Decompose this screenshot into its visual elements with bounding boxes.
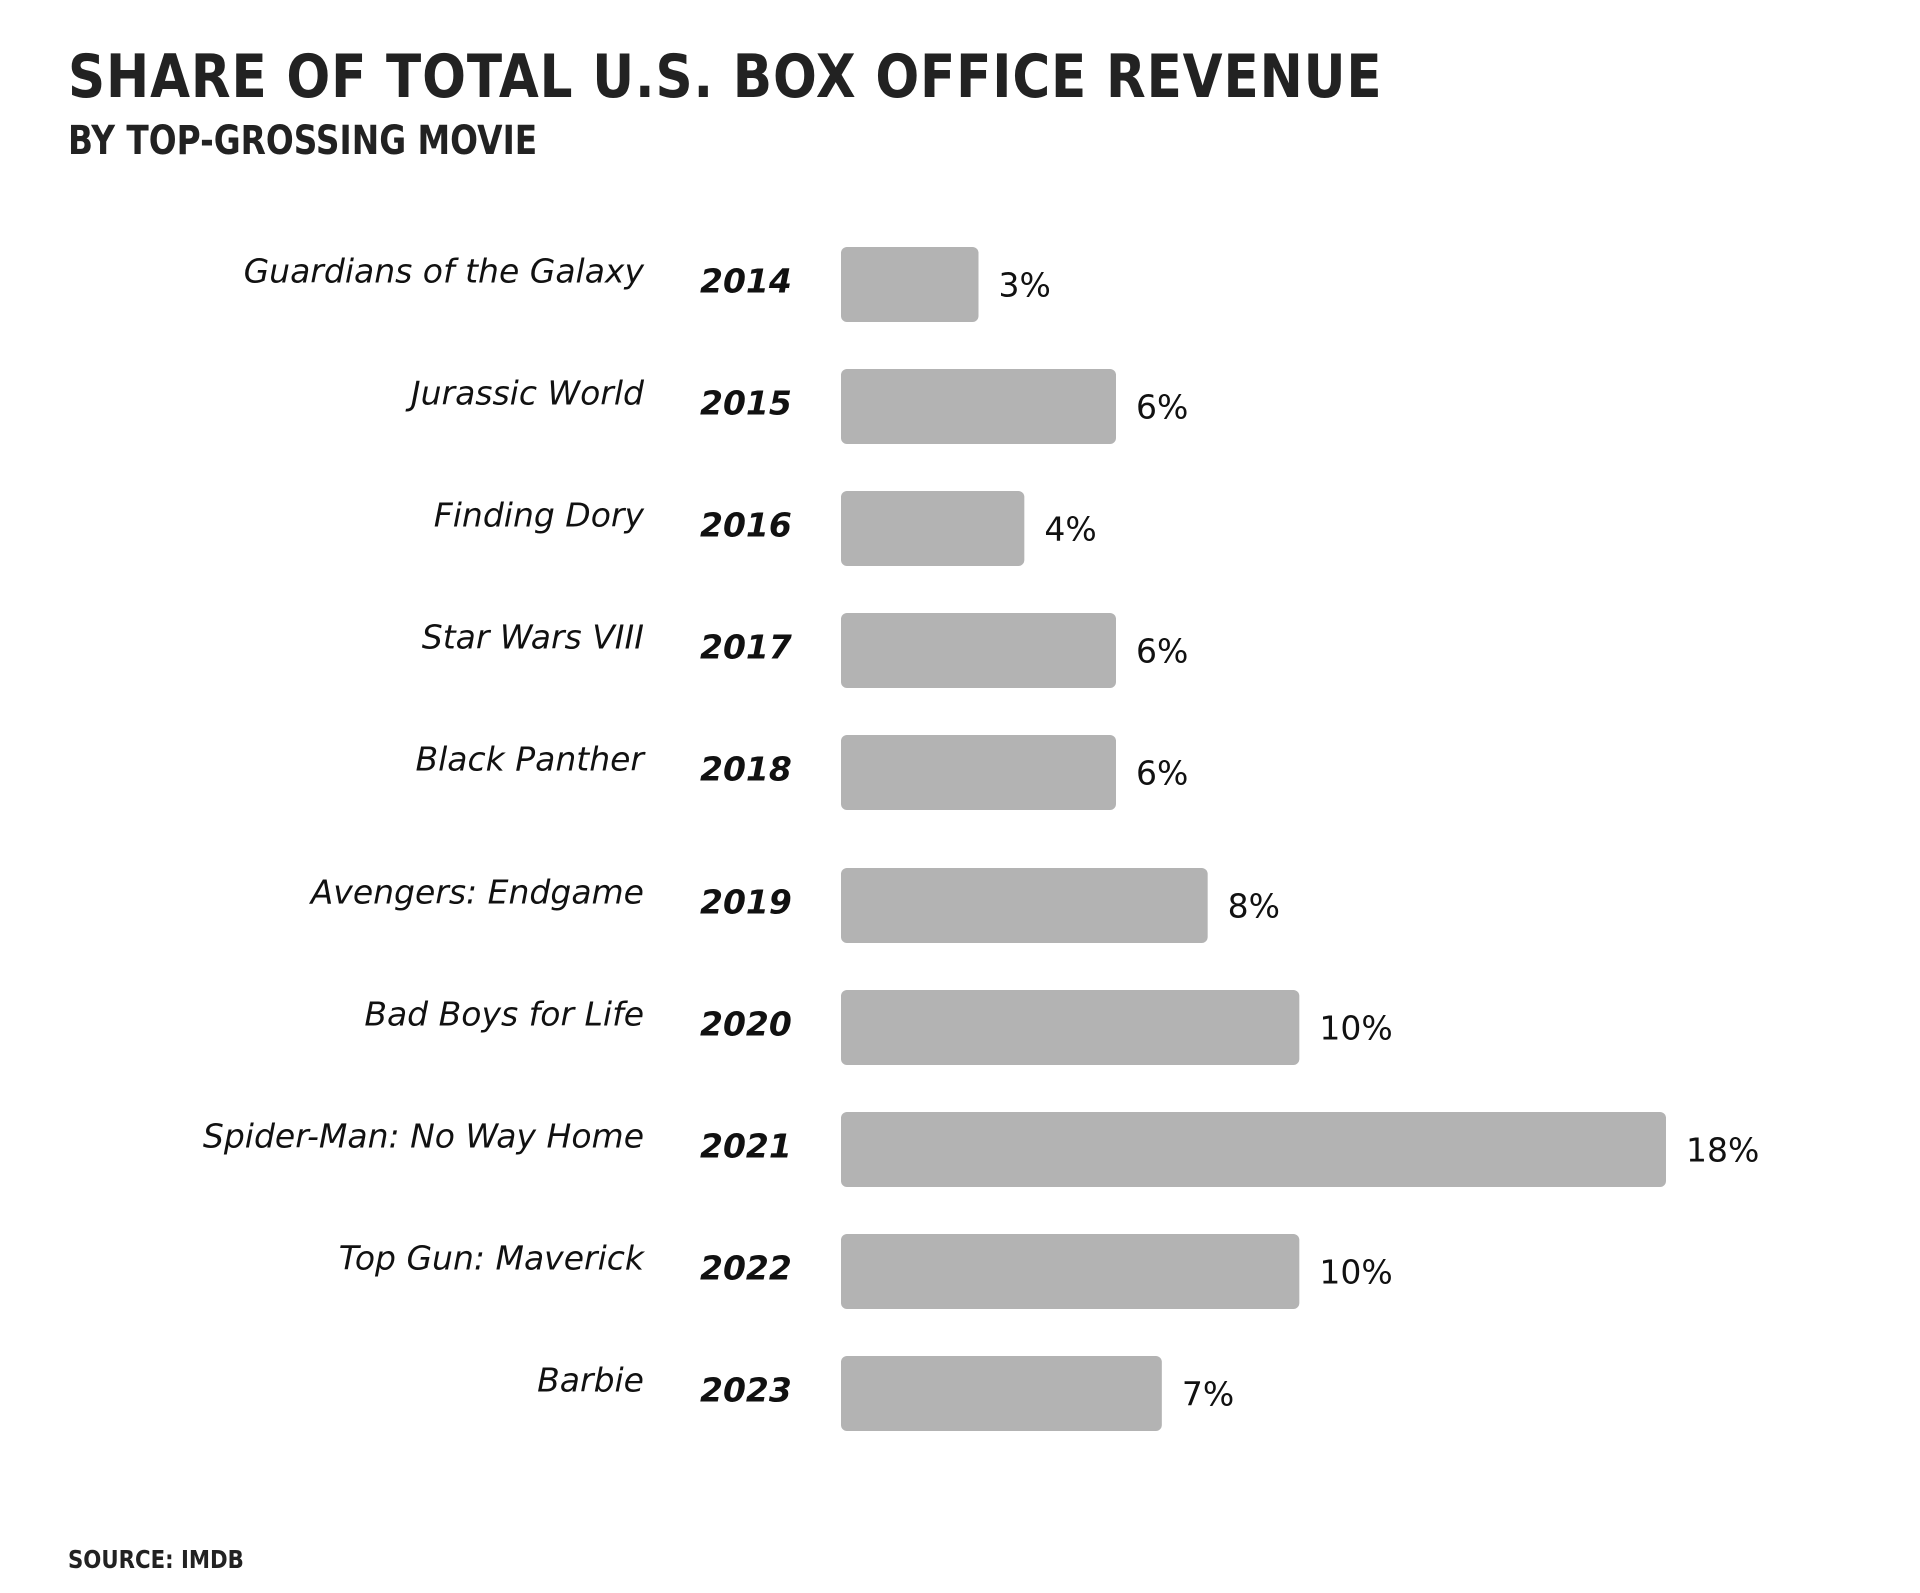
- bar-2018: [841, 735, 1116, 810]
- data-label: 8%: [1228, 887, 1280, 926]
- data-label: 10%: [1319, 1253, 1392, 1292]
- chart-subtitle: By Top-Grossing Movie: [68, 118, 538, 164]
- category-label: Top Gun: Maverick: [339, 1239, 646, 1278]
- data-label: 7%: [1182, 1375, 1234, 1414]
- year-label: 2020: [700, 1005, 792, 1044]
- category-label: Jurassic World: [405, 374, 645, 413]
- category-label: Star Wars VIII: [422, 618, 644, 657]
- year-label: 2014: [700, 262, 792, 301]
- category-label: Bad Boys for Life: [364, 995, 644, 1034]
- year-label: 2016: [700, 506, 792, 545]
- bar-2019: [841, 868, 1208, 943]
- bar-2014: [841, 247, 979, 322]
- data-label: 4%: [1044, 510, 1096, 549]
- bar-2020: [841, 990, 1300, 1065]
- year-label: 2022: [700, 1249, 792, 1288]
- year-label: 2023: [700, 1371, 792, 1410]
- year-label: 2019: [700, 883, 792, 922]
- bar-2022: [841, 1234, 1300, 1309]
- year-label: 2021: [700, 1127, 792, 1166]
- data-label: 6%: [1136, 632, 1188, 671]
- category-label: Avengers: Endgame: [309, 873, 644, 912]
- bar-2016: [841, 491, 1025, 566]
- category-label: Black Panther: [415, 740, 646, 779]
- category-label: Finding Dory: [434, 496, 645, 535]
- data-label: 10%: [1319, 1009, 1392, 1048]
- year-label: 2015: [700, 384, 792, 423]
- data-label: 6%: [1136, 754, 1188, 793]
- bar-2021: [841, 1112, 1666, 1187]
- bar-2015: [841, 369, 1116, 444]
- category-label: Barbie: [537, 1361, 644, 1400]
- category-label: Spider-Man: No Way Home: [203, 1117, 644, 1156]
- category-label: Guardians of the Galaxy: [244, 252, 645, 291]
- bar-2017: [841, 613, 1116, 688]
- data-label: 3%: [999, 266, 1051, 305]
- bar-2023: [841, 1356, 1162, 1431]
- source-note: Source: IMDB: [68, 1545, 244, 1574]
- year-label: 2017: [700, 628, 792, 667]
- data-label: 18%: [1686, 1131, 1759, 1170]
- year-label: 2018: [700, 750, 792, 789]
- chart-title: Share of Total U.S. Box Office Revenue: [68, 42, 1383, 112]
- data-label: 6%: [1136, 388, 1188, 427]
